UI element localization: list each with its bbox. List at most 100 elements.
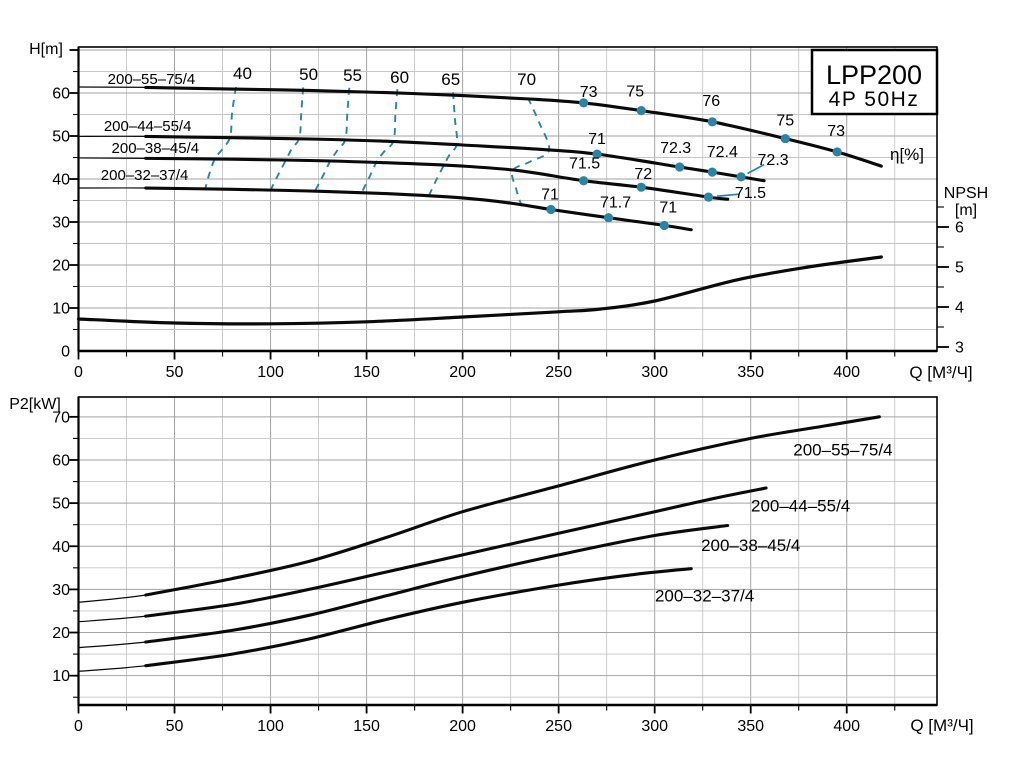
npsh-tick-label: 6 bbox=[955, 220, 964, 237]
curve-thick-segment bbox=[144, 156, 730, 201]
efficiency-point: 72.3 bbox=[736, 152, 789, 182]
x-tick-label: 0 bbox=[74, 364, 83, 381]
efficiency-dot bbox=[636, 106, 646, 116]
y-tick-label: 50 bbox=[52, 496, 70, 513]
x-tick-label: 350 bbox=[737, 364, 764, 381]
x-tick-label: 250 bbox=[545, 718, 572, 735]
efficiency-value-label: 75 bbox=[776, 113, 794, 130]
efficiency-dot bbox=[659, 220, 669, 231]
efficiency-contour-label: 40 bbox=[233, 64, 252, 83]
efficiency-contour-70: 70 bbox=[511, 70, 551, 209]
efficiency-point: 76 bbox=[702, 93, 720, 127]
efficiency-point: 71 bbox=[659, 199, 677, 231]
efficiency-dot bbox=[780, 133, 790, 144]
efficiency-contour-55: 55 bbox=[313, 66, 362, 192]
efficiency-point: 71.7 bbox=[600, 195, 631, 223]
efficiency-dot bbox=[592, 149, 602, 159]
curve-200-55-75-4: 200–55–75/4 bbox=[77, 415, 893, 603]
efficiency-value-label: 72.3 bbox=[660, 140, 691, 157]
curve-label: 200–38–45/4 bbox=[701, 536, 800, 555]
y-tick-label: 40 bbox=[52, 172, 70, 189]
x-tick-label: 0 bbox=[74, 718, 83, 735]
axes: 0 50 100 150 200 250 300 350 400 10 20 30 40 50 60 70 bbox=[52, 396, 938, 735]
curve-label: 200–32–37/4 bbox=[101, 167, 189, 184]
efficiency-point: 72 bbox=[634, 166, 652, 192]
x-tick-label: 50 bbox=[166, 364, 184, 381]
efficiency-value-label: 72.4 bbox=[707, 144, 738, 161]
efficiency-dot bbox=[579, 176, 589, 186]
x-tick-label: 300 bbox=[641, 718, 668, 735]
curve-thick-segment bbox=[144, 415, 881, 597]
efficiency-dot bbox=[636, 182, 646, 192]
npsh-curve bbox=[76, 255, 883, 326]
efficiency-contour-50: 50 bbox=[269, 65, 318, 191]
efficiency-value-label: 76 bbox=[702, 93, 720, 110]
efficiency-contour-line bbox=[204, 86, 237, 189]
curve-thick-segment bbox=[144, 523, 730, 644]
curve-label: 200–38–45/4 bbox=[112, 140, 200, 157]
curve-label: 200–44–55/4 bbox=[104, 118, 192, 135]
efficiency-dot bbox=[707, 167, 717, 177]
curve-200-38-45-4: 200–38–45/4 bbox=[77, 523, 800, 649]
curve-label: 200–32–37/4 bbox=[655, 587, 754, 606]
curve-thick-segment bbox=[144, 567, 693, 668]
curve-thin-segment bbox=[77, 524, 729, 649]
efficiency-value-label: 75 bbox=[626, 84, 644, 101]
efficiency-contour-label: 60 bbox=[390, 68, 409, 87]
efficiency-contour-60: 60 bbox=[359, 68, 409, 195]
y-tick-label: 60 bbox=[52, 452, 70, 469]
curve-200-32-37-4: 200–32–37/4 bbox=[77, 167, 693, 232]
efficiency-dot bbox=[675, 162, 685, 172]
y-tick-label: 30 bbox=[52, 582, 70, 599]
npsh-axis-label: NPSH bbox=[944, 185, 988, 202]
efficiency-contour-line bbox=[359, 89, 399, 195]
efficiency-contour-line bbox=[427, 92, 459, 198]
efficiency-point: 72.3 bbox=[660, 140, 691, 172]
npsh-axis-unit-label: [m] bbox=[955, 202, 977, 219]
npsh-tick-label: 3 bbox=[955, 340, 964, 357]
y-tick-label: 40 bbox=[52, 539, 70, 556]
y-tick-label: 0 bbox=[61, 344, 70, 361]
power-axis-unit-label: P2[kW] bbox=[9, 396, 61, 413]
efficiency-contour-label: 70 bbox=[517, 70, 536, 89]
y-tick-label: 20 bbox=[52, 625, 70, 642]
curve-label: 200–44–55/4 bbox=[751, 497, 850, 516]
x-tick-label: 50 bbox=[166, 718, 184, 735]
efficiency-dot bbox=[579, 98, 589, 108]
y-tick-label: 60 bbox=[52, 86, 70, 103]
efficiency-point: 71 bbox=[588, 131, 606, 159]
axes: 0 50 100 150 200 250 300 350 400 0 10 20 30 40 50 60 bbox=[52, 46, 938, 381]
efficiency-value-label: 73 bbox=[580, 84, 598, 101]
y-tick-label: 10 bbox=[52, 668, 70, 685]
efficiency-point: 71.5 bbox=[703, 185, 766, 202]
curve-200-38-45-4: 200–38–45/4 bbox=[77, 140, 730, 201]
curve-200-44-55-4: 200–44–55/4 bbox=[77, 486, 850, 623]
x-tick-label: 400 bbox=[833, 718, 860, 735]
curve-thick-segment bbox=[144, 186, 693, 232]
efficiency-dot bbox=[832, 147, 842, 157]
flow-axis-unit-label-bottom: Q [М³/Ч] bbox=[910, 716, 973, 735]
x-tick-label: 200 bbox=[449, 718, 476, 735]
x-tick-label: 100 bbox=[257, 364, 284, 381]
y-tick-label: 50 bbox=[52, 129, 70, 146]
y-tick-label: 70 bbox=[52, 409, 70, 426]
efficiency-point: 75 bbox=[626, 84, 646, 116]
y-tick-label: 30 bbox=[52, 215, 70, 232]
efficiency-callout-line bbox=[747, 163, 765, 175]
efficiency-value-label: 71.7 bbox=[600, 195, 631, 212]
efficiency-contour-65: 65 bbox=[427, 70, 460, 198]
curve-label: 200–55–75/4 bbox=[108, 71, 196, 88]
efficiency-value-label: 72 bbox=[634, 166, 652, 183]
pump-speed-frequency-subtitle: 4P 50Hz bbox=[829, 88, 920, 111]
npsh-tick-label: 4 bbox=[955, 300, 964, 317]
efficiency-contour-label: 55 bbox=[343, 66, 362, 85]
head-axis-unit-label: H[m] bbox=[29, 41, 63, 58]
x-tick-label: 150 bbox=[353, 718, 380, 735]
y-tick-label: 20 bbox=[52, 258, 70, 275]
efficiency-value-label: 72.3 bbox=[758, 152, 789, 169]
efficiency-point: 71 bbox=[541, 187, 559, 215]
efficiency-axis-label: η[%] bbox=[890, 145, 924, 164]
curve-thick-segment bbox=[144, 486, 768, 618]
